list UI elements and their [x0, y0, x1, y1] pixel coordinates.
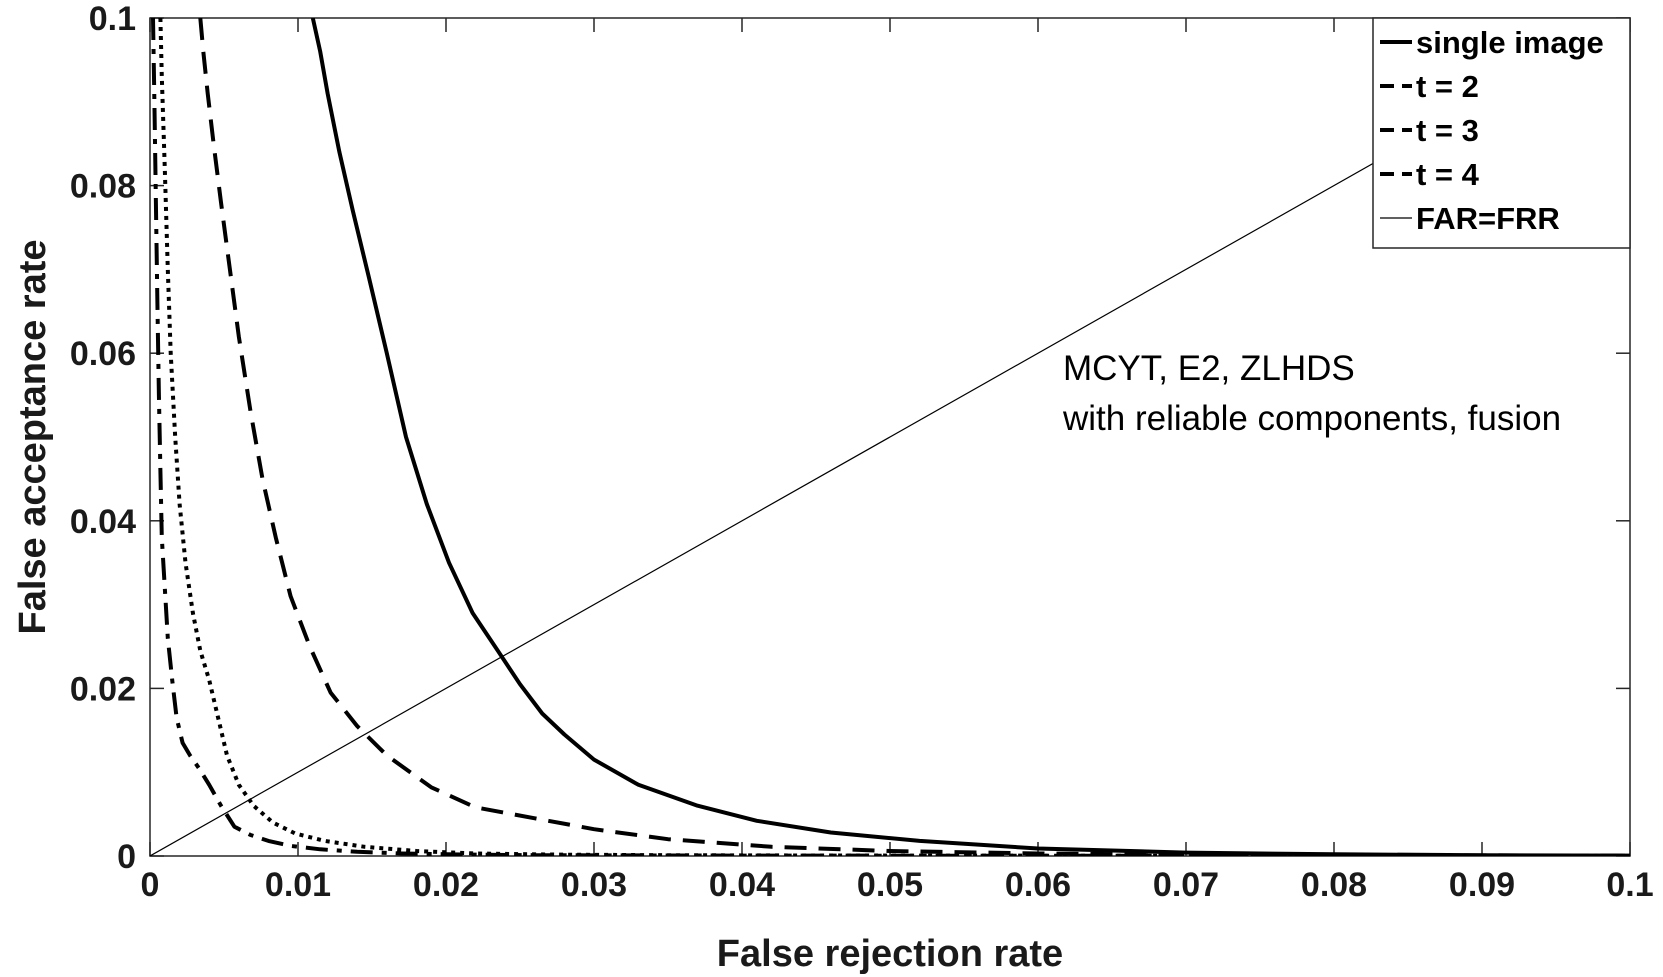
x-tick-label: 0.07: [1153, 866, 1219, 904]
y-tick-label: 0.1: [89, 0, 136, 38]
x-tick-label: 0: [141, 866, 160, 904]
y-tick-label: 0.08: [70, 168, 136, 206]
legend-label-4: FAR=FRR: [1416, 201, 1560, 236]
annotation-line-2: with reliable components, fusion: [1062, 399, 1561, 438]
series-line-3: [151, 18, 1630, 856]
x-tick-label: 0.03: [561, 866, 627, 904]
y-tick-label: 0: [117, 838, 136, 876]
legend: single image t = 2 t = 3 t = 4 FAR=FRR: [1372, 17, 1631, 249]
series-line-1: [198, 18, 1630, 856]
legend-label-0: single image: [1416, 25, 1604, 60]
x-axis-label: False rejection rate: [717, 933, 1063, 975]
x-tick-label: 0.09: [1449, 866, 1515, 904]
y-tick-label: 0.04: [70, 503, 136, 541]
legend-label-3: t = 4: [1416, 157, 1480, 192]
x-tick-label: 0.01: [265, 866, 331, 904]
x-tick-label: 0.06: [1005, 866, 1071, 904]
x-tick-label: 0.02: [413, 866, 479, 904]
y-axis: 0 0.02 0.04 0.06 0.08 0.1: [70, 0, 1630, 876]
series-line-0: [310, 18, 1630, 856]
x-tick-label: 0.04: [709, 866, 775, 904]
y-tick-label: 0.02: [70, 670, 136, 708]
legend-label-1: t = 2: [1416, 69, 1479, 104]
legend-box: [1372, 17, 1631, 249]
x-tick-label: 0.05: [857, 866, 923, 904]
x-tick-label: 0.08: [1301, 866, 1367, 904]
x-tick-label: 0.1: [1606, 866, 1653, 904]
x-axis: 0 0.01 0.02 0.03 0.04 0.05 0.06 0.07 0.08 0.09 0.1: [141, 18, 1654, 904]
annotation-line-1: MCYT, E2, ZLHDS: [1063, 349, 1355, 388]
legend-label-2: t = 3: [1416, 113, 1479, 148]
y-axis-label: False acceptance rate: [12, 239, 54, 634]
y-tick-label: 0.06: [70, 335, 136, 373]
